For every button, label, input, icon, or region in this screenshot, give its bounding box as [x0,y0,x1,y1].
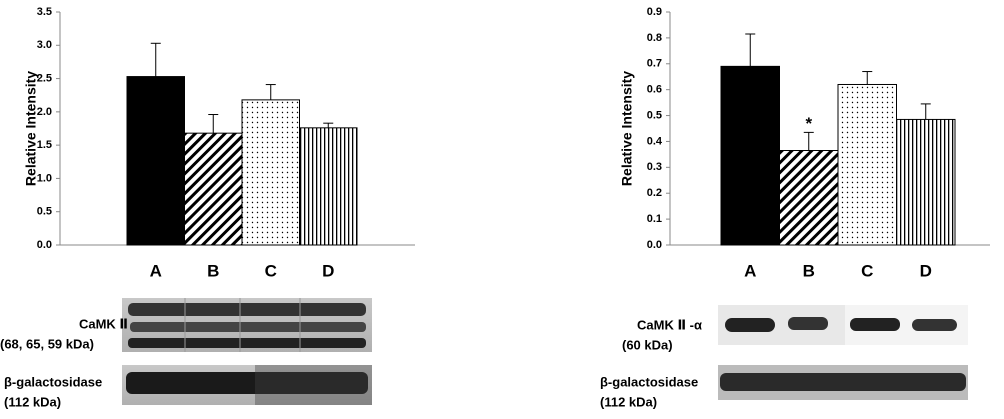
y-tick-label: 0.4 [647,135,663,147]
y-tick-label: 0.0 [37,239,52,251]
x-tick-label: A [744,261,756,280]
x-tick-label: B [803,261,815,280]
bar [299,127,358,246]
blot-label: β-galactosidase [600,374,698,389]
blot-label: (112 kDa) [600,394,657,409]
x-tick-label: D [920,261,932,280]
y-axis-label: Relative Intensity [619,71,635,186]
annotation: * [805,114,812,133]
y-axis-label: Relative Intensity [23,71,39,186]
bar [241,99,300,246]
x-tick-label: A [150,261,162,280]
bar [126,76,185,246]
y-tick-label: 3.5 [37,6,52,18]
x-tick-label: C [861,261,873,280]
blot-left [122,298,372,405]
y-tick-label: 0.3 [647,161,662,173]
blot-label: (112 kDa) [4,394,61,409]
y-tick-label: 0.9 [647,6,662,18]
y-tick-label: 2.5 [37,72,52,84]
y-tick-label: 1.5 [37,139,52,151]
blot-label: CaMK Ⅱ [79,316,128,331]
y-tick-label: 3.0 [37,39,52,51]
x-tick-label: C [265,261,277,280]
bar [184,132,243,246]
blot-right [718,305,968,400]
y-tick-label: 0.0 [647,239,662,251]
blot-label: (68, 65, 59 kDa) [0,336,94,351]
bar [779,150,839,246]
x-tick-label: D [322,261,334,280]
y-tick-label: 0.8 [647,32,662,44]
bar [837,83,897,246]
y-tick-label: 0.1 [647,213,662,225]
y-tick-label: 0.2 [647,187,662,199]
blot-label: β-galactosidase [4,374,102,389]
y-tick-label: 0.6 [647,84,662,96]
y-tick-label: 0.5 [37,206,52,218]
blot-label: CaMK Ⅱ -α [637,317,702,332]
bar [896,118,956,246]
blot-label: (60 kDa) [622,337,673,352]
x-tick-label: B [207,261,219,280]
y-tick-label: 0.5 [647,109,662,121]
y-tick-label: 0.7 [647,58,662,70]
y-tick-label: 2.0 [37,106,52,118]
y-tick-label: 1.0 [37,172,52,184]
bar [720,65,780,246]
